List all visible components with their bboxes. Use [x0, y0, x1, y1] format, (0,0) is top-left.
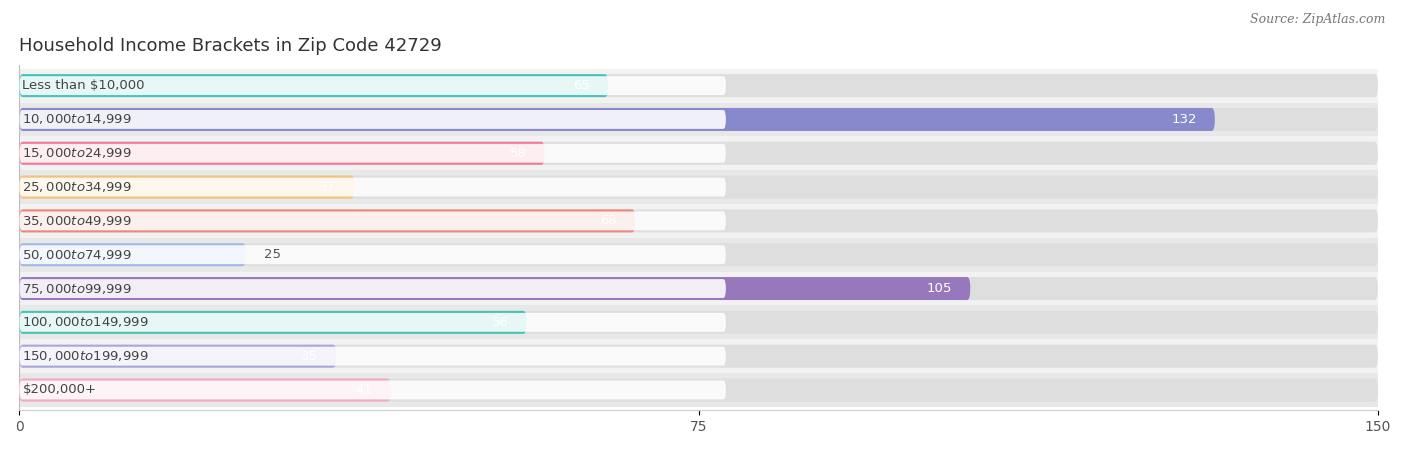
FancyBboxPatch shape	[0, 204, 1406, 238]
FancyBboxPatch shape	[20, 279, 725, 298]
Text: $35,000 to $49,999: $35,000 to $49,999	[22, 214, 132, 228]
Text: 37: 37	[319, 180, 336, 194]
Text: $100,000 to $149,999: $100,000 to $149,999	[22, 315, 149, 330]
Text: 65: 65	[574, 79, 591, 92]
FancyBboxPatch shape	[20, 381, 725, 400]
FancyBboxPatch shape	[0, 69, 1406, 102]
Text: 105: 105	[927, 282, 952, 295]
FancyBboxPatch shape	[20, 209, 1378, 233]
FancyBboxPatch shape	[20, 379, 391, 401]
FancyBboxPatch shape	[20, 76, 725, 95]
Text: $75,000 to $99,999: $75,000 to $99,999	[22, 282, 132, 295]
Text: 25: 25	[264, 248, 281, 261]
FancyBboxPatch shape	[20, 74, 1378, 97]
FancyBboxPatch shape	[20, 277, 1378, 300]
FancyBboxPatch shape	[20, 108, 1215, 131]
FancyBboxPatch shape	[20, 311, 1378, 334]
FancyBboxPatch shape	[20, 74, 607, 97]
Text: 56: 56	[492, 316, 509, 329]
FancyBboxPatch shape	[20, 245, 725, 264]
FancyBboxPatch shape	[20, 311, 526, 334]
FancyBboxPatch shape	[20, 209, 636, 233]
FancyBboxPatch shape	[20, 211, 725, 230]
FancyBboxPatch shape	[20, 142, 544, 165]
FancyBboxPatch shape	[0, 136, 1406, 170]
FancyBboxPatch shape	[20, 379, 1378, 401]
Text: Less than $10,000: Less than $10,000	[22, 79, 145, 92]
Text: 41: 41	[356, 383, 373, 396]
FancyBboxPatch shape	[20, 345, 336, 368]
FancyBboxPatch shape	[20, 243, 246, 266]
Text: Source: ZipAtlas.com: Source: ZipAtlas.com	[1250, 13, 1385, 26]
FancyBboxPatch shape	[0, 102, 1406, 136]
FancyBboxPatch shape	[0, 339, 1406, 373]
Text: $15,000 to $24,999: $15,000 to $24,999	[22, 146, 132, 160]
FancyBboxPatch shape	[20, 176, 354, 198]
Text: Household Income Brackets in Zip Code 42729: Household Income Brackets in Zip Code 42…	[20, 37, 441, 55]
FancyBboxPatch shape	[0, 305, 1406, 339]
FancyBboxPatch shape	[20, 243, 1378, 266]
Text: $50,000 to $74,999: $50,000 to $74,999	[22, 248, 132, 262]
FancyBboxPatch shape	[20, 176, 1378, 198]
FancyBboxPatch shape	[20, 108, 1378, 131]
Text: $150,000 to $199,999: $150,000 to $199,999	[22, 349, 149, 363]
Text: 35: 35	[301, 350, 318, 363]
FancyBboxPatch shape	[20, 178, 725, 197]
Text: $10,000 to $14,999: $10,000 to $14,999	[22, 112, 132, 127]
FancyBboxPatch shape	[20, 142, 1378, 165]
FancyBboxPatch shape	[20, 277, 970, 300]
FancyBboxPatch shape	[20, 110, 725, 129]
Text: 58: 58	[509, 147, 526, 160]
FancyBboxPatch shape	[0, 170, 1406, 204]
FancyBboxPatch shape	[20, 313, 725, 332]
FancyBboxPatch shape	[20, 347, 725, 365]
Text: $25,000 to $34,999: $25,000 to $34,999	[22, 180, 132, 194]
FancyBboxPatch shape	[0, 272, 1406, 305]
Text: 132: 132	[1171, 113, 1197, 126]
Text: 68: 68	[600, 215, 617, 227]
FancyBboxPatch shape	[0, 373, 1406, 407]
Text: $200,000+: $200,000+	[22, 383, 97, 396]
FancyBboxPatch shape	[20, 345, 1378, 368]
FancyBboxPatch shape	[20, 144, 725, 163]
FancyBboxPatch shape	[0, 238, 1406, 272]
